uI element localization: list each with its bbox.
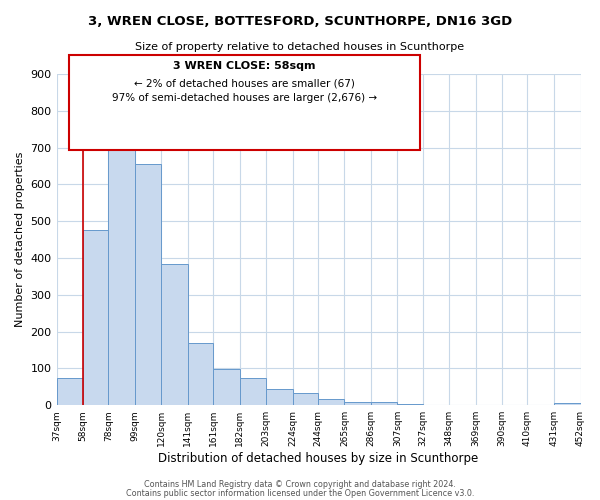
Bar [266,388,293,405]
Bar [318,398,344,405]
Bar [239,378,266,405]
Text: Contains public sector information licensed under the Open Government Licence v3: Contains public sector information licen… [126,488,474,498]
Bar [109,136,135,405]
Bar [83,230,109,405]
Bar [371,402,397,405]
X-axis label: Distribution of detached houses by size in Scunthorpe: Distribution of detached houses by size … [158,452,479,465]
Bar [188,342,213,405]
Text: 97% of semi-detached houses are larger (2,676) →: 97% of semi-detached houses are larger (… [112,93,377,103]
Y-axis label: Number of detached properties: Number of detached properties [15,152,25,328]
Bar [161,264,188,405]
Text: Size of property relative to detached houses in Scunthorpe: Size of property relative to detached ho… [136,42,464,52]
Bar [56,378,83,405]
Bar [554,404,581,405]
Bar [397,404,422,405]
Text: 3, WREN CLOSE, BOTTESFORD, SCUNTHORPE, DN16 3GD: 3, WREN CLOSE, BOTTESFORD, SCUNTHORPE, D… [88,15,512,28]
Text: ← 2% of detached houses are smaller (67): ← 2% of detached houses are smaller (67) [134,78,355,88]
Text: Contains HM Land Registry data © Crown copyright and database right 2024.: Contains HM Land Registry data © Crown c… [144,480,456,489]
Bar [344,402,371,405]
Bar [213,369,239,405]
Bar [135,164,161,405]
Text: 3 WREN CLOSE: 58sqm: 3 WREN CLOSE: 58sqm [173,61,316,71]
Bar [293,393,318,405]
